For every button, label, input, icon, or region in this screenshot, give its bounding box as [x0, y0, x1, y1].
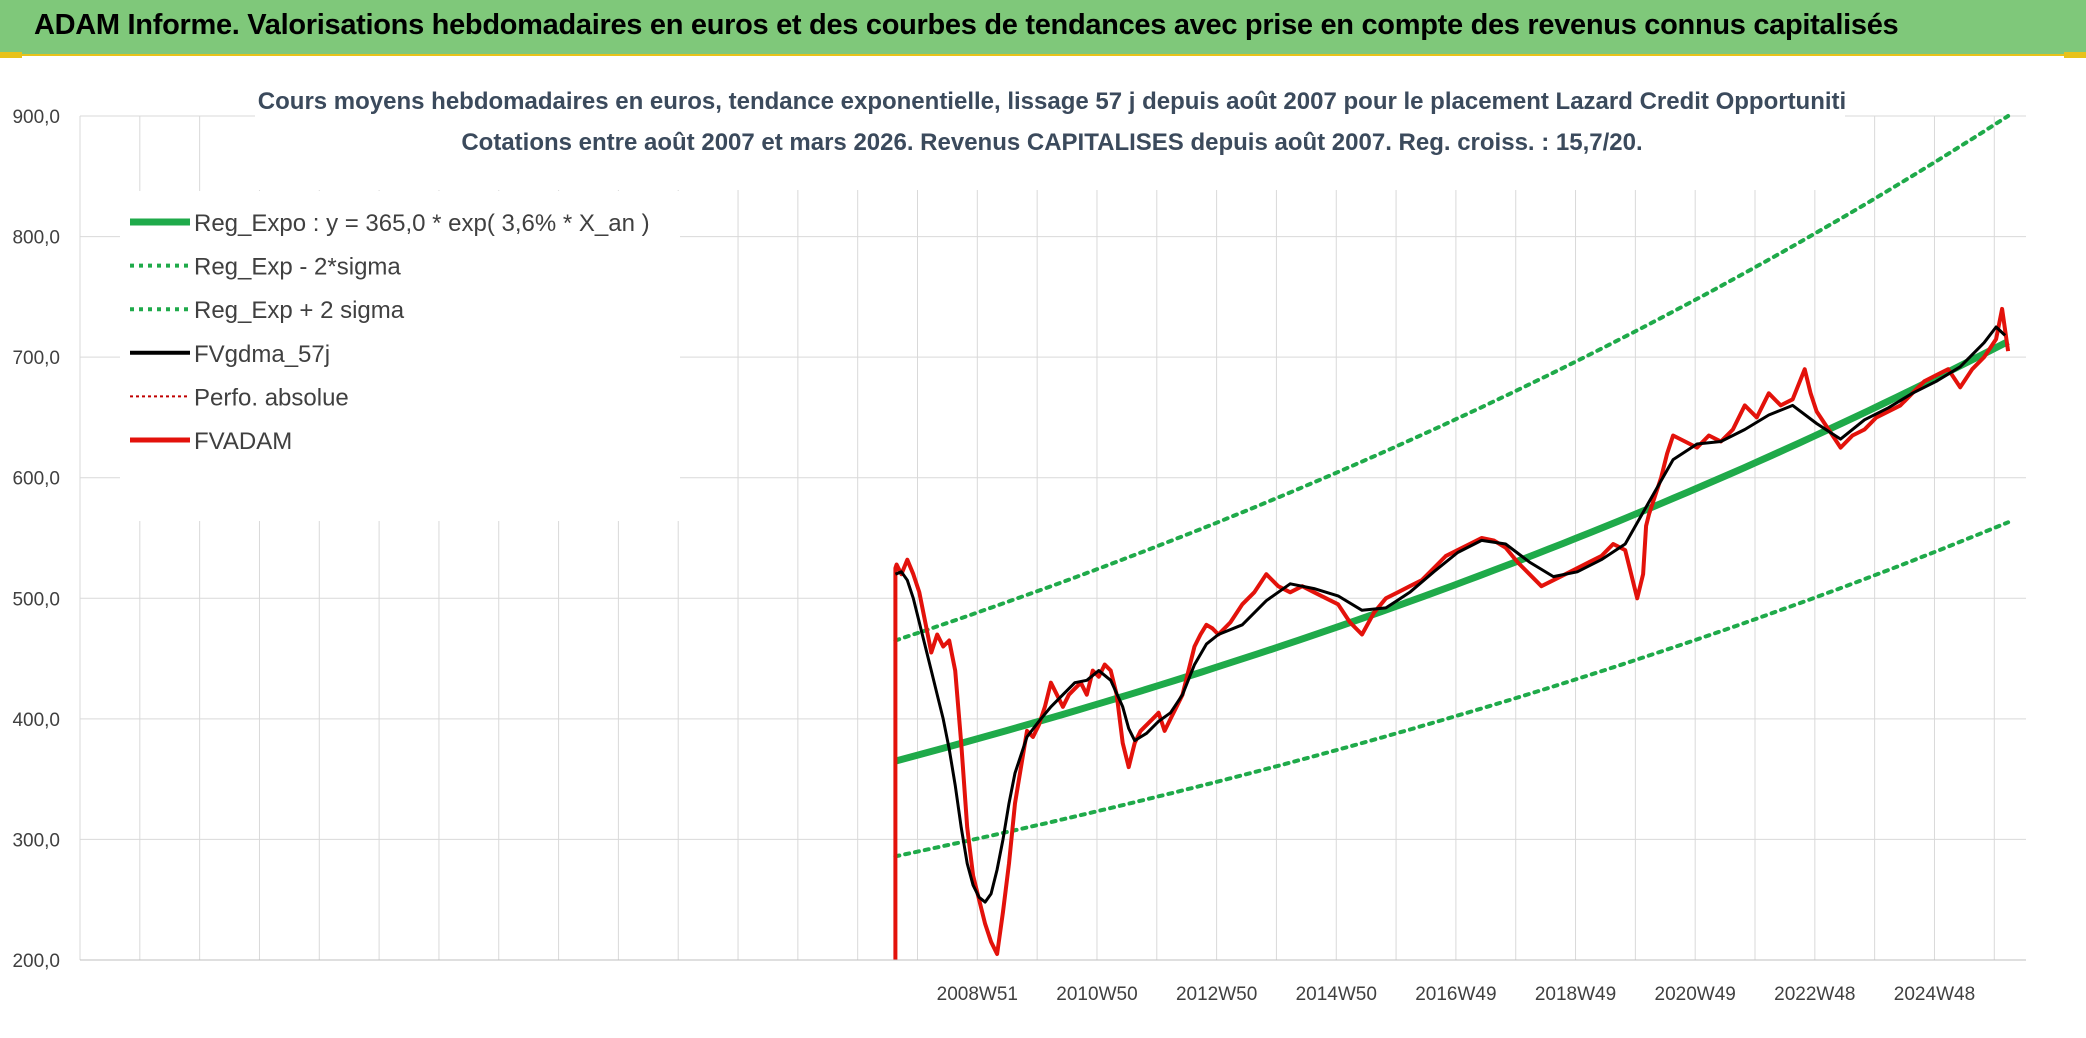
y-tick-label: 200,0 [12, 951, 60, 972]
chart-title-group: Cours moyens hebdomadaires en euros, ten… [255, 80, 1846, 190]
corner-mark-right [2064, 52, 2086, 58]
y-tick-label: 300,0 [12, 830, 60, 851]
y-tick-label: 900,0 [12, 107, 60, 128]
series-fvgdma-57j [894, 325, 2007, 904]
legend: Reg_Expo : y = 365,0 * exp( 3,6% * X_an … [120, 191, 680, 521]
legend-label-fvgdma: FVgdma_57j [194, 341, 330, 368]
x-tick-label: 2022W48 [1774, 984, 1855, 1005]
x-tick-label: 2008W51 [937, 984, 1018, 1005]
x-tick-label: 2016W49 [1415, 984, 1496, 1005]
corner-mark-left [0, 52, 22, 58]
report-title: ADAM Informe. Valorisations hebdomadaire… [34, 9, 1899, 41]
axis-layer: 200,0 300,0 400,0 500,0 600,0 700,0 800,0 900,0… [12, 107, 2026, 1005]
series-fvadam [893, 306, 2011, 960]
legend-label-plus2: Reg_Exp + 2 sigma [194, 297, 405, 324]
legend-label-reg_expo: Reg_Expo : y = 365,0 * exp( 3,6% * X_an … [194, 210, 650, 237]
y-tick-label: 800,0 [12, 228, 60, 249]
x-tick-label: 2010W50 [1056, 984, 1137, 1005]
x-tick-label: 2024W48 [1894, 984, 1975, 1005]
legend-label-perfo: Perfo. absolue [194, 384, 349, 411]
x-tick-label: 2020W49 [1655, 984, 1736, 1005]
x-tick-label: 2012W50 [1176, 984, 1257, 1005]
y-tick-label: 600,0 [12, 469, 60, 490]
legend-label-fvadam: FVADAM [194, 428, 292, 455]
y-tick-label: 500,0 [12, 589, 60, 610]
title-background [255, 80, 1845, 190]
line-chart: 200,0 300,0 400,0 500,0 600,0 700,0 800,0 900,0… [12, 80, 2026, 1005]
y-tick-label: 400,0 [12, 710, 60, 731]
legend-label-minus2: Reg_Exp - 2*sigma [194, 254, 401, 281]
chart-area: 200,0 300,0 400,0 500,0 600,0 700,0 800,0 900,0… [0, 56, 2086, 1038]
series-reg-exp-minus-2-sigma [893, 520, 2011, 859]
x-tick-label: 2018W49 [1535, 984, 1616, 1005]
series-reg-exp-plus-2-sigma [893, 114, 2011, 643]
series-layer [893, 114, 2011, 960]
chart-subtitle: Cotations entre août 2007 et mars 2026. … [461, 129, 1642, 156]
y-tick-label: 700,0 [12, 348, 60, 369]
chart-title: Cours moyens hebdomadaires en euros, ten… [258, 88, 1846, 115]
legend-background [120, 191, 680, 521]
x-tick-label: 2014W50 [1296, 984, 1377, 1005]
series-reg-expo [894, 338, 2010, 765]
header-banner: ADAM Informe. Valorisations hebdomadaire… [0, 0, 2086, 56]
